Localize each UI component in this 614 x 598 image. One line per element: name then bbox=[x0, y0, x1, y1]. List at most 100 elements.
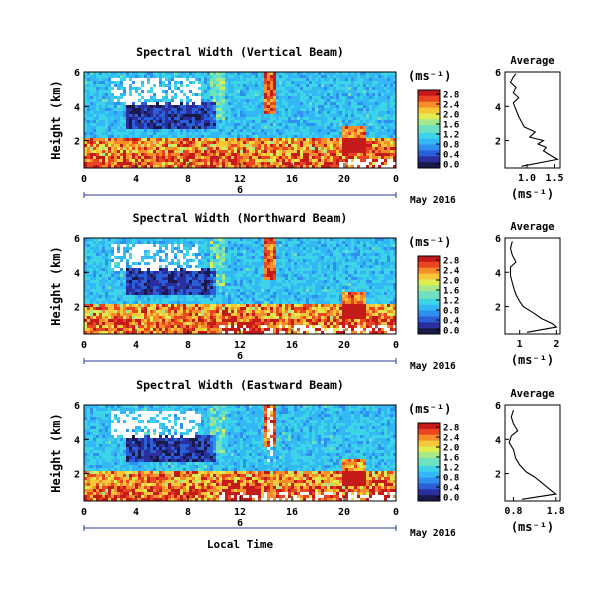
heatmap-cell bbox=[372, 111, 376, 115]
heatmap-cell bbox=[240, 126, 244, 130]
heatmap-cell bbox=[180, 319, 184, 323]
heatmap-cell bbox=[180, 78, 184, 82]
heatmap-cell bbox=[126, 322, 130, 326]
heatmap-cell bbox=[330, 144, 334, 148]
heatmap-cell bbox=[87, 159, 91, 163]
heatmap-cell bbox=[261, 156, 265, 160]
heatmap-cell bbox=[258, 129, 262, 133]
heatmap-cell bbox=[192, 114, 196, 118]
heatmap-cell bbox=[153, 138, 157, 142]
heatmap-cell bbox=[195, 253, 199, 257]
heatmap-cell bbox=[339, 156, 343, 160]
heatmap-cell bbox=[294, 126, 298, 130]
heatmap-cell bbox=[162, 253, 166, 257]
heatmap-cell bbox=[129, 307, 133, 311]
heatmap-cell bbox=[144, 331, 148, 335]
heatmap-cell bbox=[126, 241, 130, 245]
heatmap-cell bbox=[252, 159, 256, 163]
heatmap-cell bbox=[198, 319, 202, 323]
heatmap-cell bbox=[105, 283, 109, 287]
heatmap-cell bbox=[93, 138, 97, 142]
heatmap-cell bbox=[243, 141, 247, 145]
heatmap-cell bbox=[384, 150, 388, 154]
heatmap-cell bbox=[201, 126, 205, 130]
heatmap-cell bbox=[189, 132, 193, 136]
heatmap-cell bbox=[141, 129, 145, 133]
heatmap-cell bbox=[189, 78, 193, 82]
heatmap-cell bbox=[276, 99, 280, 103]
heatmap-cell bbox=[219, 87, 223, 91]
heatmap-cell bbox=[186, 250, 190, 254]
heatmap-cell bbox=[192, 271, 196, 275]
heatmap-cell bbox=[174, 111, 178, 115]
heatmap-cell bbox=[204, 123, 208, 127]
heatmap-cell bbox=[246, 102, 250, 106]
heatmap-cell bbox=[363, 105, 367, 109]
heatmap-cell bbox=[198, 316, 202, 320]
heatmap-cell bbox=[93, 81, 97, 85]
heatmap-cell bbox=[228, 319, 232, 323]
heatmap-cell bbox=[252, 162, 256, 166]
heatmap-cell bbox=[240, 144, 244, 148]
heatmap-cell bbox=[225, 268, 229, 272]
heatmap-cell bbox=[111, 316, 115, 320]
heatmap-cell bbox=[354, 132, 358, 136]
heatmap-cell bbox=[147, 325, 151, 329]
heatmap-cell bbox=[150, 114, 154, 118]
heatmap-cell bbox=[360, 105, 364, 109]
heatmap-cell bbox=[339, 93, 343, 97]
heatmap-cell bbox=[144, 313, 148, 317]
heatmap-cell bbox=[105, 277, 109, 281]
heatmap-cell bbox=[102, 87, 106, 91]
heatmap-cell bbox=[249, 126, 253, 130]
heatmap-cell bbox=[114, 253, 118, 257]
colorbar-swatch bbox=[418, 166, 440, 169]
heatmap-cell bbox=[87, 286, 91, 290]
heatmap-cell bbox=[225, 156, 229, 160]
heatmap-cell bbox=[258, 72, 262, 76]
heatmap-cell bbox=[90, 123, 94, 127]
heatmap-cell bbox=[369, 135, 373, 139]
heatmap-cell bbox=[204, 141, 208, 145]
heatmap-cell bbox=[108, 162, 112, 166]
heatmap-cell bbox=[189, 298, 193, 302]
heatmap-cell bbox=[138, 93, 142, 97]
heatmap-cell bbox=[369, 132, 373, 136]
heatmap-cell bbox=[156, 81, 160, 85]
heatmap-cell bbox=[162, 316, 166, 320]
heatmap-cell bbox=[120, 123, 124, 127]
heatmap-cell bbox=[162, 111, 166, 115]
heatmap-cell bbox=[207, 75, 211, 79]
heatmap-cell bbox=[264, 78, 268, 82]
heatmap-cell bbox=[177, 132, 181, 136]
heatmap-cell bbox=[300, 129, 304, 133]
heatmap-cell bbox=[123, 241, 127, 245]
heatmap-cell bbox=[198, 165, 202, 169]
heatmap-cell bbox=[195, 322, 199, 326]
heatmap-cell bbox=[333, 96, 337, 100]
heatmap-cell bbox=[186, 138, 190, 142]
heatmap-cell bbox=[87, 93, 91, 97]
heatmap-cell bbox=[348, 117, 352, 121]
heatmap-cell bbox=[174, 87, 178, 91]
heatmap-cell bbox=[90, 153, 94, 157]
heatmap-cell bbox=[165, 289, 169, 293]
heatmap-cell bbox=[384, 117, 388, 121]
heatmap-cell bbox=[258, 105, 262, 109]
heatmap-cell bbox=[165, 280, 169, 284]
heatmap-cell bbox=[114, 298, 118, 302]
heatmap-cell bbox=[285, 156, 289, 160]
heatmap-cell bbox=[345, 81, 349, 85]
heatmap-cell bbox=[117, 141, 121, 145]
heatmap-cell bbox=[111, 141, 115, 145]
heatmap-cell bbox=[243, 150, 247, 154]
x-tick-label: 16 bbox=[286, 174, 298, 185]
heatmap-cell bbox=[111, 331, 115, 335]
heatmap-cell bbox=[141, 75, 145, 79]
heatmap-cell bbox=[171, 84, 175, 88]
heatmap-cell bbox=[201, 277, 205, 281]
heatmap-cell bbox=[126, 316, 130, 320]
heatmap-cell bbox=[204, 129, 208, 133]
heatmap-cell bbox=[108, 153, 112, 157]
heatmap-cell bbox=[114, 331, 118, 335]
